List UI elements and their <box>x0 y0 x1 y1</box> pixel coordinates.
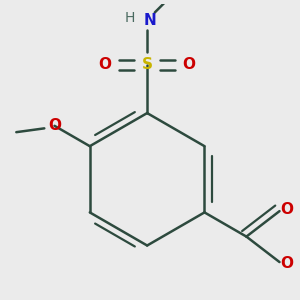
Text: O: O <box>281 256 294 271</box>
Text: O: O <box>183 57 196 72</box>
Text: O: O <box>48 118 61 133</box>
Text: S: S <box>142 57 153 72</box>
Text: H: H <box>124 11 134 25</box>
Text: N: N <box>143 13 156 28</box>
Text: O: O <box>281 202 294 217</box>
Text: O: O <box>99 57 112 72</box>
